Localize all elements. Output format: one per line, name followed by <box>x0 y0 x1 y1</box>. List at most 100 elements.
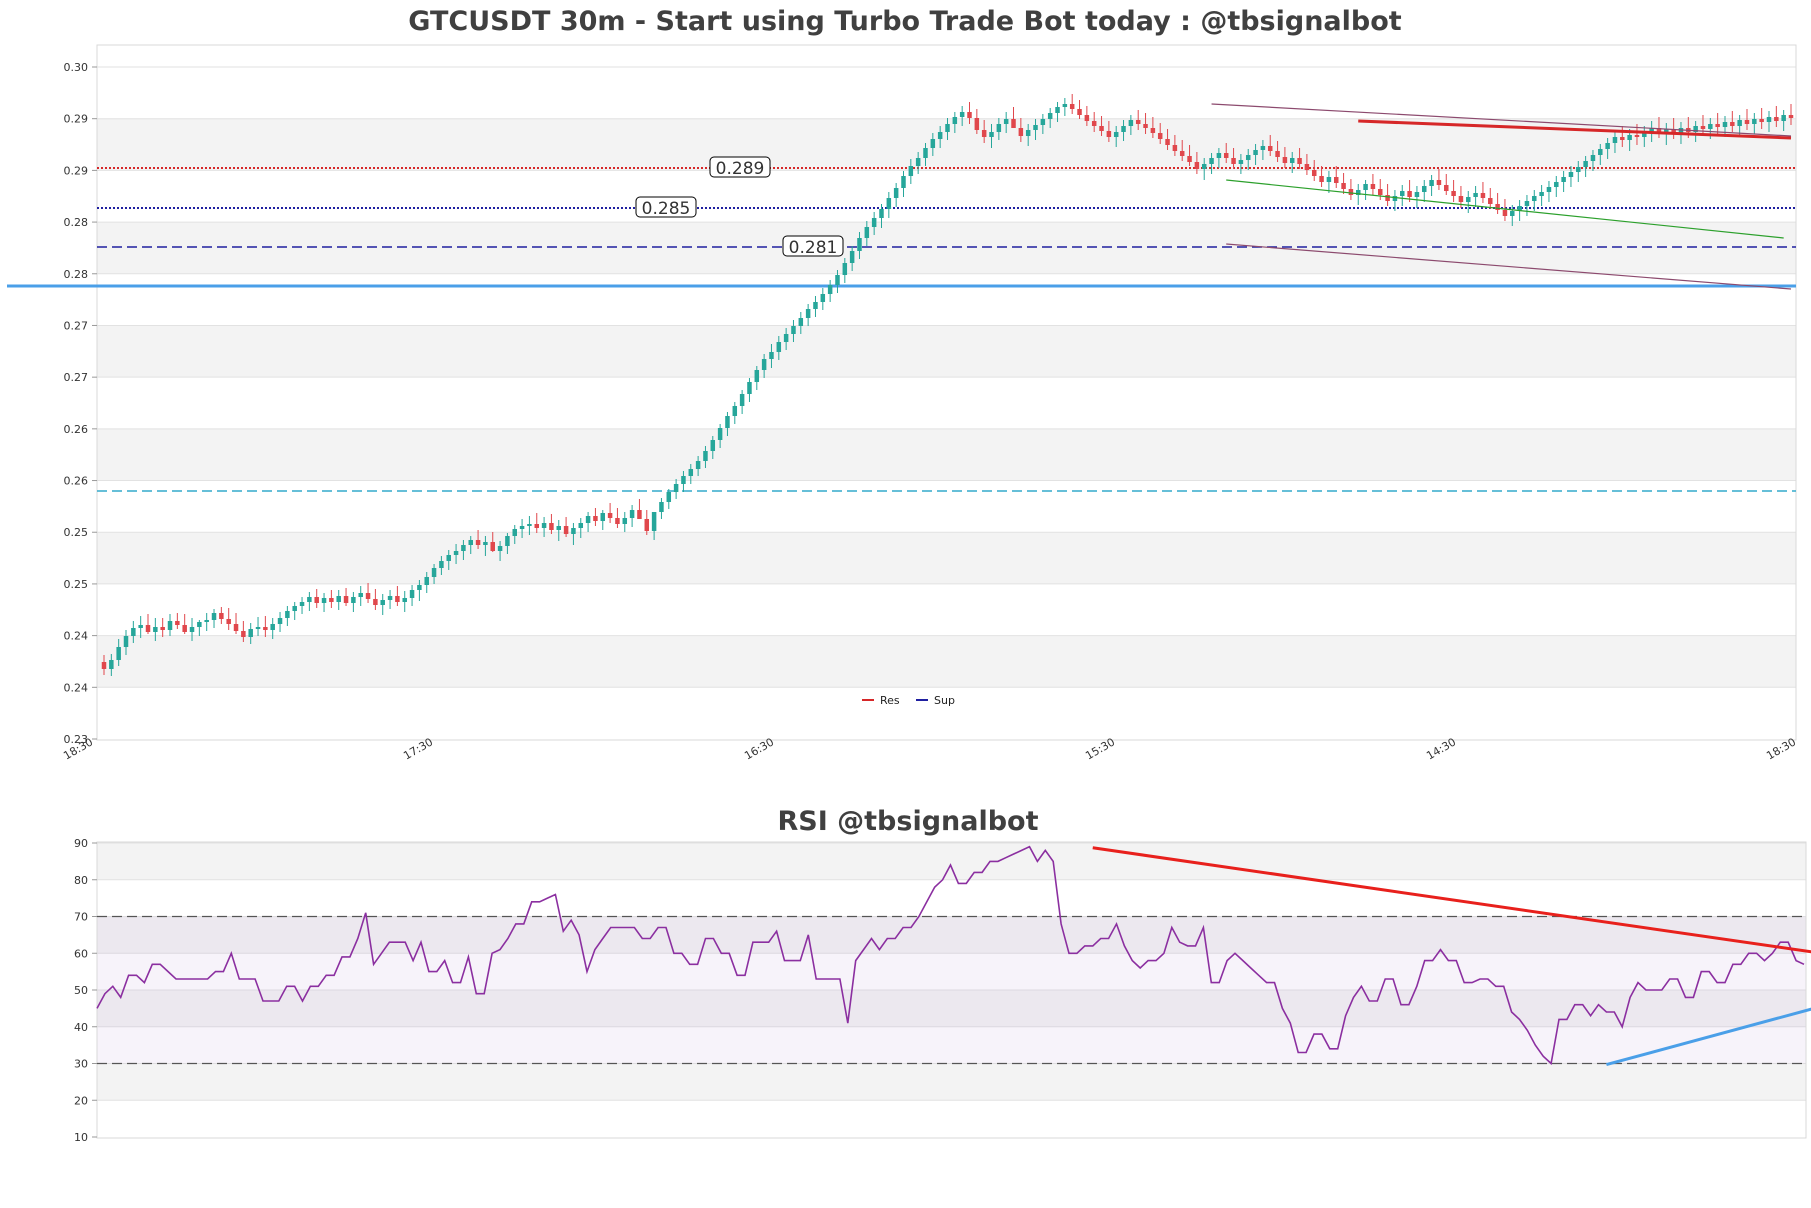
candle-body <box>1554 182 1559 187</box>
candle-body <box>211 613 217 620</box>
candle-body <box>849 251 855 263</box>
rsi-y-tick-label: 10 <box>74 1131 88 1144</box>
candle-body <box>1400 191 1405 196</box>
candle-body <box>512 529 517 536</box>
candle-body <box>292 606 297 611</box>
candle-body <box>505 536 510 546</box>
y-tick-label: 0.25 <box>64 578 89 591</box>
main-chart-trendlines <box>1211 103 1792 290</box>
candle-body <box>563 526 569 534</box>
candle-body <box>1590 155 1596 161</box>
rsi-trendline <box>1606 1007 1811 1067</box>
candle-body <box>1084 115 1090 121</box>
main-chart-candles <box>101 94 1794 676</box>
candle-body <box>1216 153 1222 158</box>
rsi-overbought-oversold-zone <box>97 916 1806 1064</box>
candle-body <box>725 416 730 428</box>
y-tick-label: 0.27 <box>64 371 89 384</box>
candle-body <box>688 469 694 476</box>
candle-body <box>769 352 774 359</box>
candle-body <box>1407 191 1412 197</box>
candle-body <box>424 577 429 585</box>
candle-body <box>695 461 701 469</box>
candle-body <box>1414 192 1420 197</box>
candle-body <box>1143 124 1148 128</box>
candle-body <box>402 598 407 602</box>
candle-body <box>805 309 811 318</box>
candle-body <box>1363 184 1368 190</box>
candle-body <box>791 326 796 334</box>
rsi-band <box>97 843 1806 880</box>
candle-body <box>1458 196 1464 202</box>
main-chart-levels <box>7 167 1796 492</box>
trendline <box>1358 119 1792 140</box>
candle-body <box>886 198 892 209</box>
candle-body <box>1025 130 1031 136</box>
candle-body <box>1128 120 1134 126</box>
candle-body <box>1766 117 1772 122</box>
candle-body <box>1267 146 1273 151</box>
candle-body <box>1627 135 1632 140</box>
candle-body <box>1355 190 1361 195</box>
candle-body <box>945 124 950 132</box>
candle-body <box>109 660 114 669</box>
candle-body <box>1392 196 1398 201</box>
y-tick-label: 0.29 <box>64 164 89 177</box>
candle-body <box>1583 161 1588 167</box>
y-tick-label: 0.28 <box>64 268 89 281</box>
candle-body <box>1135 120 1141 124</box>
y-tick-label: 0.23 <box>64 733 89 746</box>
rsi-y-tick-label: 80 <box>74 874 88 887</box>
candle-body <box>1473 193 1478 197</box>
trendline <box>1211 103 1792 137</box>
candle-body <box>622 518 628 524</box>
candle-body <box>967 112 972 118</box>
candle-body <box>959 112 965 117</box>
candle-body <box>681 476 686 484</box>
candle-body <box>1121 126 1126 132</box>
rsi-y-tick-label: 70 <box>74 911 88 924</box>
candle-body <box>1047 113 1053 119</box>
rsi-chart-trendlines <box>1092 846 1811 1067</box>
candle-body <box>277 618 283 624</box>
main-chart-bands <box>97 45 1796 740</box>
candle-body <box>1532 196 1537 201</box>
candle-body <box>1326 177 1332 182</box>
candle-body <box>629 510 635 518</box>
candle-body <box>1275 151 1280 157</box>
candle-body <box>1106 131 1112 137</box>
candle-body <box>138 625 143 628</box>
candle-body <box>373 599 378 605</box>
candle-body <box>1730 122 1735 126</box>
candle-body <box>285 611 290 618</box>
candle-body <box>1011 119 1016 128</box>
candle-body <box>908 166 914 176</box>
candle-body <box>1003 119 1009 124</box>
candle-body <box>1077 109 1082 115</box>
y-tick-label: 0.25 <box>64 526 89 539</box>
candle-body <box>358 593 363 597</box>
main-chart-level-labels: 0.289 0.285 0.281 <box>635 156 844 258</box>
candle-body <box>123 636 129 647</box>
candle-body <box>204 620 209 622</box>
rsi-y-tick-label: 40 <box>74 1021 88 1034</box>
candle-body <box>1385 195 1390 201</box>
main-band <box>97 635 1796 688</box>
rsi-y-tick-label: 60 <box>74 947 88 960</box>
candle-body <box>307 597 312 602</box>
candle-body <box>329 598 334 602</box>
candle-body <box>116 647 121 660</box>
level-label-box <box>635 196 697 218</box>
candle-body <box>1539 192 1544 196</box>
candle-body <box>1422 186 1427 192</box>
candle-body <box>1700 126 1706 129</box>
candle-body <box>1510 211 1515 216</box>
y-tick-label: 0.24 <box>64 630 89 643</box>
candle-body <box>1260 146 1266 150</box>
candle-body <box>167 621 173 630</box>
candle-body <box>915 158 921 166</box>
candle-body <box>1253 150 1258 155</box>
candle-body <box>1444 185 1449 191</box>
candle-body <box>1759 119 1764 122</box>
candle-body <box>761 359 767 370</box>
